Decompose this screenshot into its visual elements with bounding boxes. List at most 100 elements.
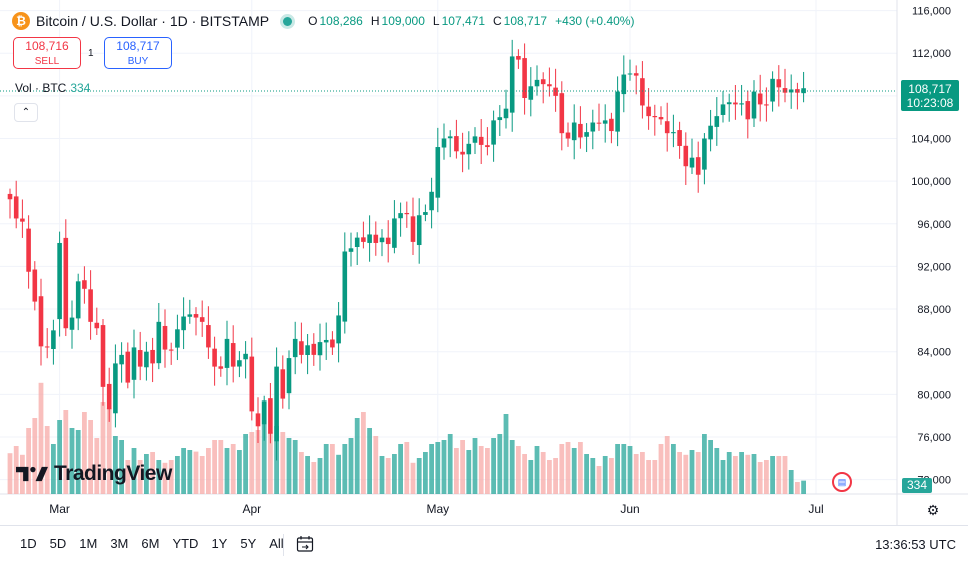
volume-bar bbox=[317, 458, 323, 494]
candle-body bbox=[485, 145, 490, 148]
candles bbox=[7, 39, 806, 461]
candle-body bbox=[714, 116, 720, 127]
volume-bar bbox=[801, 480, 806, 494]
volume-bar bbox=[770, 456, 775, 494]
candle-body bbox=[596, 122, 602, 124]
range-5y-button[interactable]: 5Y bbox=[240, 536, 257, 551]
volume-bar bbox=[466, 450, 472, 494]
volume-bar bbox=[131, 448, 137, 494]
range-5d-button[interactable]: 5D bbox=[49, 536, 67, 551]
candle-body bbox=[63, 237, 69, 329]
volume-bar bbox=[497, 434, 503, 494]
candle-body bbox=[292, 338, 298, 358]
gear-icon[interactable]: ⚙ bbox=[926, 502, 940, 518]
candle-body bbox=[125, 351, 131, 383]
watermark-text: TradingView bbox=[54, 462, 172, 485]
volume-bar bbox=[268, 432, 273, 494]
candle-body bbox=[689, 157, 695, 168]
candle-body bbox=[274, 366, 279, 442]
candle-body bbox=[187, 314, 193, 317]
candle-body bbox=[373, 234, 379, 243]
candle-body bbox=[249, 356, 255, 412]
candle-body bbox=[633, 73, 639, 76]
utc-clock[interactable]: 13:36:53 UTC bbox=[875, 537, 956, 552]
calendar-icon[interactable] bbox=[296, 535, 314, 553]
sell-price: 108,716 bbox=[25, 39, 69, 53]
high-key: H bbox=[370, 14, 380, 28]
candle-body bbox=[69, 317, 75, 330]
close-key: C bbox=[493, 14, 502, 28]
volume-bar bbox=[119, 440, 124, 494]
us-flag-event-icon[interactable]: ▤ bbox=[832, 472, 852, 492]
price-axis[interactable]: 76,000 80,000 84,000 88,000 92,000 96,000 100,… bbox=[911, 6, 951, 487]
volume-bar bbox=[385, 458, 391, 494]
volume-legend[interactable]: Vol · BTC 334 bbox=[15, 81, 90, 95]
volume-bar bbox=[125, 460, 131, 494]
volume-bar bbox=[255, 430, 261, 494]
candle-body bbox=[559, 93, 565, 134]
candle-body bbox=[509, 56, 515, 113]
range-all-button[interactable]: All bbox=[269, 536, 284, 551]
volume-bar bbox=[540, 452, 546, 494]
candle-body bbox=[404, 212, 410, 215]
volume-bar bbox=[106, 408, 112, 494]
sell-button[interactable]: 108,716 SELL bbox=[13, 37, 81, 69]
candle-body bbox=[640, 78, 645, 106]
candle-body bbox=[20, 218, 25, 222]
time-axis[interactable]: Mar Apr May Jun Jul bbox=[49, 502, 823, 516]
range-1d-button[interactable]: 1D bbox=[20, 536, 37, 551]
symbol-title[interactable]: Bitcoin / U.S. Dollar · 1D · BITSTAMP bbox=[36, 13, 270, 29]
price-tick-label: 104,000 bbox=[911, 134, 951, 146]
candle-body bbox=[516, 55, 521, 60]
volume-bar bbox=[726, 452, 732, 494]
candle-body bbox=[392, 218, 397, 248]
bitcoin-icon: ₿ bbox=[12, 12, 30, 30]
candle-body bbox=[156, 321, 162, 364]
range-ytd-button[interactable]: YTD bbox=[172, 536, 199, 551]
range-1m-button[interactable]: 1M bbox=[79, 536, 98, 551]
range-6m-button[interactable]: 6M bbox=[141, 536, 160, 551]
volume-bar bbox=[63, 410, 69, 494]
toolbar-divider bbox=[283, 534, 284, 556]
candle-body bbox=[423, 212, 428, 215]
volume-bar bbox=[243, 434, 248, 494]
range-3m-button[interactable]: 3M bbox=[110, 536, 129, 551]
volume-bar bbox=[305, 456, 310, 494]
volume-bar bbox=[528, 460, 534, 494]
candle-body bbox=[795, 89, 800, 93]
candle-body bbox=[491, 120, 496, 145]
candle-body bbox=[361, 237, 366, 242]
volume-bar bbox=[20, 454, 25, 494]
volume-bar bbox=[336, 454, 341, 494]
volume-bar bbox=[429, 444, 434, 494]
candle-body bbox=[268, 398, 273, 434]
candle-body bbox=[584, 132, 589, 137]
volume-bar bbox=[199, 456, 205, 494]
candle-body bbox=[323, 339, 329, 343]
volume-bar bbox=[224, 448, 230, 494]
volume-bar bbox=[516, 446, 521, 494]
volume-bar bbox=[348, 438, 354, 494]
buy-button[interactable]: 108,717 BUY bbox=[104, 37, 172, 69]
volume-bar bbox=[342, 444, 348, 494]
candle-body bbox=[255, 413, 261, 427]
volume-bar bbox=[150, 452, 155, 494]
volume-bar bbox=[435, 442, 441, 494]
volume-bar bbox=[460, 440, 465, 494]
tradingview-mark-icon bbox=[16, 466, 48, 482]
volume-bar bbox=[57, 420, 62, 494]
candle-body bbox=[782, 88, 788, 93]
candle-body bbox=[695, 157, 701, 175]
collapse-legend-button[interactable]: ⌃ bbox=[14, 103, 38, 122]
volume-bar bbox=[547, 460, 552, 494]
candle-body bbox=[51, 330, 56, 350]
volume-bar bbox=[708, 440, 713, 494]
candle-body bbox=[540, 79, 546, 85]
candle-body bbox=[565, 132, 571, 139]
volume-bar bbox=[522, 454, 527, 494]
volume-bar bbox=[553, 458, 558, 494]
candle-body bbox=[354, 237, 360, 247]
range-1y-button[interactable]: 1Y bbox=[211, 536, 228, 551]
candle-body bbox=[708, 125, 713, 140]
